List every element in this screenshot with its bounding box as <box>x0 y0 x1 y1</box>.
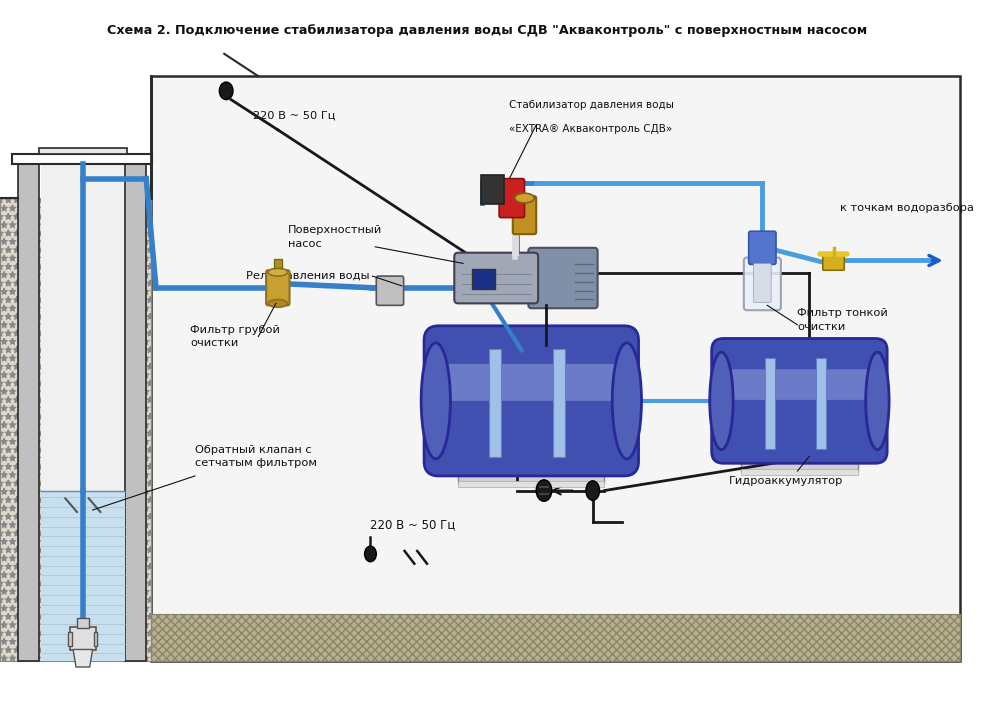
FancyBboxPatch shape <box>499 178 524 218</box>
FancyBboxPatch shape <box>70 627 96 650</box>
FancyBboxPatch shape <box>741 451 858 471</box>
Text: 220 В ~ 50 Гц: 220 В ~ 50 Гц <box>370 518 456 531</box>
FancyBboxPatch shape <box>744 258 781 310</box>
FancyBboxPatch shape <box>513 196 536 234</box>
Text: Реле давления воды: Реле давления воды <box>246 271 369 281</box>
Text: «EXTRA® Акваконтроль СДВ»: «EXTRA® Акваконтроль СДВ» <box>509 124 672 134</box>
Bar <box>0 198 151 661</box>
Ellipse shape <box>268 268 288 276</box>
FancyBboxPatch shape <box>816 358 826 448</box>
Bar <box>41 491 125 661</box>
FancyBboxPatch shape <box>489 348 501 458</box>
Ellipse shape <box>421 343 450 459</box>
Bar <box>18 164 39 661</box>
Text: к точкам водоразбора: к точкам водоразбора <box>840 203 974 213</box>
FancyBboxPatch shape <box>472 269 495 288</box>
FancyBboxPatch shape <box>77 618 89 628</box>
FancyBboxPatch shape <box>454 253 538 303</box>
Ellipse shape <box>866 352 889 450</box>
Bar <box>151 614 960 661</box>
Text: 220 В ~ 50 Гц: 220 В ~ 50 Гц <box>253 110 336 120</box>
Bar <box>151 76 960 661</box>
Ellipse shape <box>536 480 552 501</box>
FancyBboxPatch shape <box>741 469 858 475</box>
FancyBboxPatch shape <box>376 276 404 306</box>
FancyBboxPatch shape <box>68 632 72 645</box>
FancyBboxPatch shape <box>823 255 844 270</box>
Polygon shape <box>73 650 93 667</box>
FancyBboxPatch shape <box>727 369 872 400</box>
FancyBboxPatch shape <box>553 348 565 458</box>
Bar <box>41 164 125 661</box>
Ellipse shape <box>586 481 600 501</box>
FancyBboxPatch shape <box>458 481 604 487</box>
FancyBboxPatch shape <box>444 364 619 401</box>
Text: Фильтр грубой
очистки: Фильтр грубой очистки <box>190 325 280 348</box>
Text: Стабилизатор давления воды: Стабилизатор давления воды <box>509 101 674 111</box>
FancyBboxPatch shape <box>754 263 771 303</box>
FancyBboxPatch shape <box>765 358 775 448</box>
Ellipse shape <box>515 193 534 203</box>
FancyBboxPatch shape <box>266 270 290 306</box>
Ellipse shape <box>365 546 376 562</box>
FancyBboxPatch shape <box>528 248 598 308</box>
Text: Гидроаккумулятор: Гидроаккумулятор <box>729 476 844 486</box>
Text: Поверхностный
насос: Поверхностный насос <box>288 226 382 248</box>
Ellipse shape <box>612 343 641 459</box>
FancyBboxPatch shape <box>749 231 776 264</box>
FancyBboxPatch shape <box>481 175 504 204</box>
Bar <box>39 149 127 154</box>
FancyBboxPatch shape <box>424 326 639 476</box>
Text: Схема 2. Подключение стабилизатора давления воды СДВ "Акваконтроль" с поверхност: Схема 2. Подключение стабилизатора давле… <box>107 24 868 36</box>
FancyBboxPatch shape <box>458 461 604 483</box>
Text: Фильтр тонкой
очистки: Фильтр тонкой очистки <box>797 308 888 331</box>
Text: Обратный клапан с
сетчатым фильтром: Обратный клапан с сетчатым фильтром <box>195 445 317 468</box>
Bar <box>151 614 960 661</box>
Ellipse shape <box>219 82 233 100</box>
FancyBboxPatch shape <box>712 338 887 463</box>
Bar <box>12 154 152 164</box>
FancyBboxPatch shape <box>94 632 97 645</box>
FancyBboxPatch shape <box>274 258 282 268</box>
Ellipse shape <box>710 352 733 450</box>
Ellipse shape <box>268 299 288 307</box>
Bar <box>125 164 146 661</box>
